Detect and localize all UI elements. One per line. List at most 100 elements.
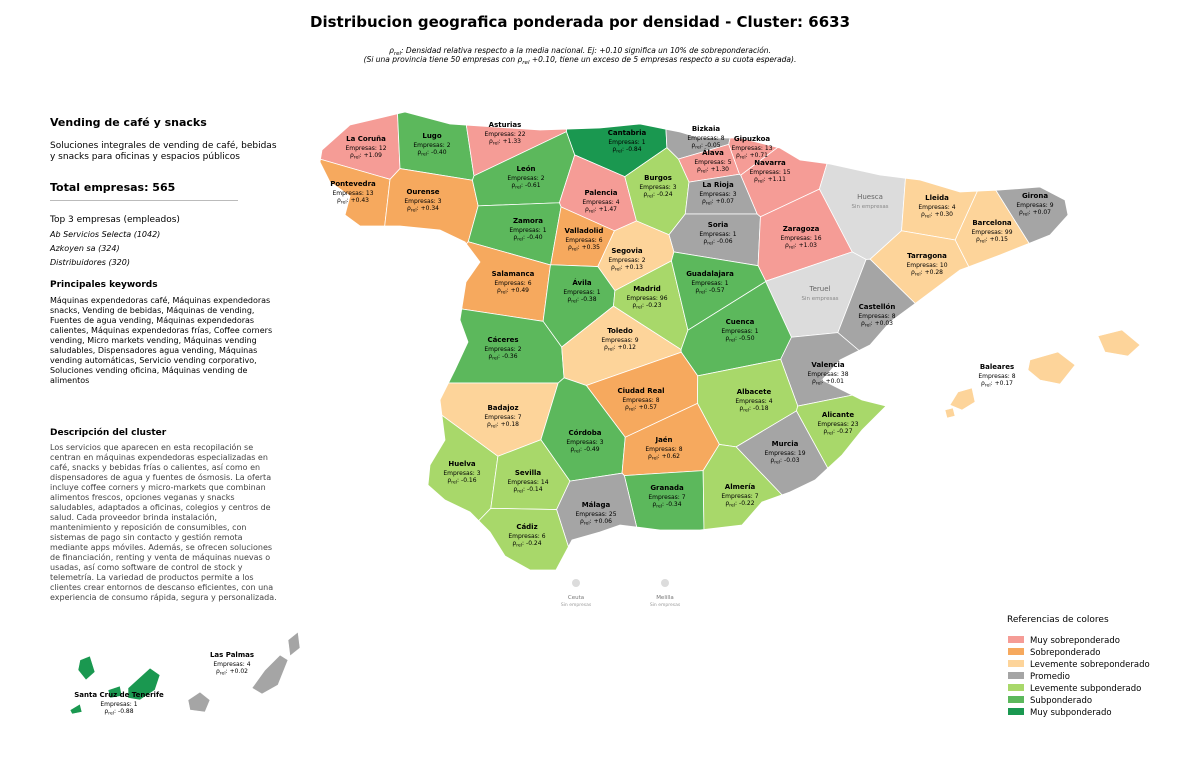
rho-after: : xyxy=(498,353,500,360)
province xyxy=(187,691,211,713)
count-label: Empresas: xyxy=(735,398,766,405)
province-name: La Coruña xyxy=(346,135,386,143)
rho-value: -0.24 xyxy=(526,540,542,547)
province-name: Valladolid xyxy=(565,227,604,235)
rho-value: -0.06 xyxy=(717,238,733,245)
province-count: Empresas: 25 xyxy=(575,511,616,518)
rho-value: +0.62 xyxy=(662,453,681,460)
province-rho: ρrel: -0.16 xyxy=(447,477,476,486)
rho-value: -0.61 xyxy=(525,182,541,189)
province xyxy=(1097,329,1141,357)
province-name: Lleida xyxy=(925,194,949,202)
rho-after: : xyxy=(590,518,592,525)
rho-symbol: ρ xyxy=(632,302,636,309)
province-count: Empresas: 99 xyxy=(971,229,1012,236)
province-count: Empresas: 22 xyxy=(484,131,525,138)
rho-value: -0.03 xyxy=(784,457,800,464)
count-label: Empresas: xyxy=(565,237,596,244)
description: Los servicios que aparecen en esta recop… xyxy=(50,443,277,602)
city-name: Melilla xyxy=(656,595,674,601)
count-label: Empresas: xyxy=(721,328,752,335)
province-count: Empresas: 6 xyxy=(508,533,545,540)
note-part: +0.10, tiene un exceso de 5 empresas res… xyxy=(529,55,796,64)
province-name: Gipuzkoa xyxy=(734,135,770,143)
province-count: Empresas: 38 xyxy=(807,371,848,378)
count-label: Empresas: xyxy=(721,493,752,500)
province-rho: ρrel: -0.36 xyxy=(488,353,517,362)
province-rho: ρrel: -0.03 xyxy=(770,457,799,466)
rho-symbol: ρ xyxy=(512,540,516,547)
province-rho: ρrel: -0.57 xyxy=(695,287,724,296)
rho-after: : xyxy=(764,176,766,183)
province-name: Badajoz xyxy=(487,404,518,412)
rho-symbol: ρ xyxy=(216,668,220,675)
province-rho: ρrel: +1.47 xyxy=(585,206,617,215)
rho-symbol: ρ xyxy=(487,421,491,428)
count-value: 15 xyxy=(783,169,791,176)
rho-after: : xyxy=(658,453,660,460)
note: (Si una provincia tiene 50 empresas con … xyxy=(364,55,797,66)
province-rho: ρrel: +0.07 xyxy=(702,198,734,207)
province-name: Albacete xyxy=(737,388,772,396)
rho-value: +0.43 xyxy=(351,197,370,204)
count-value: 38 xyxy=(841,371,849,378)
province-rho: ρrel: +0.06 xyxy=(580,518,612,527)
rho-value: +0.02 xyxy=(230,668,249,675)
province-name: Tarragona xyxy=(907,252,947,260)
province-name: Ávila xyxy=(572,278,592,287)
province-count: Empresas: 4 xyxy=(735,398,772,405)
rho-after: : xyxy=(427,149,429,156)
province-name: Cáceres xyxy=(487,336,518,344)
rho-sub: rel xyxy=(493,141,499,147)
rho-sub: rel xyxy=(865,323,871,329)
rho-value: -0.88 xyxy=(118,708,134,715)
province-count: Empresas: 4 xyxy=(213,661,250,668)
rho-symbol: ρ xyxy=(625,404,629,411)
rho-after: : xyxy=(713,238,715,245)
note-part: ρ xyxy=(518,55,523,64)
province-rho: ρrel: +1.11 xyxy=(754,176,786,185)
rho-symbol: ρ xyxy=(812,378,816,385)
rho-sub: rel xyxy=(729,503,735,509)
province-count: Empresas: 15 xyxy=(749,169,790,176)
rho-sub: rel xyxy=(421,152,427,158)
rho-value: +0.28 xyxy=(925,269,944,276)
rho-value: -0.23 xyxy=(646,302,662,309)
rho-sub: rel xyxy=(615,267,621,273)
province xyxy=(1027,351,1076,385)
rho-symbol: ρ xyxy=(725,500,729,507)
count-label: Empresas: xyxy=(780,235,811,242)
rho-sub: rel xyxy=(411,208,417,214)
rho-sub: rel xyxy=(789,245,795,251)
province-name: Huesca xyxy=(857,193,883,201)
province-count: Empresas: 6 xyxy=(565,237,602,244)
count-label: Empresas: xyxy=(694,159,725,166)
legend-swatch xyxy=(1008,708,1024,715)
rho-sub: rel xyxy=(492,356,498,362)
rho-after: : xyxy=(635,404,637,411)
province-name: La Rioja xyxy=(702,181,734,189)
rho-symbol: ρ xyxy=(981,380,985,387)
rho-sub: rel xyxy=(636,305,642,311)
province-name: Málaga xyxy=(582,501,611,509)
rho-sub: rel xyxy=(706,201,712,207)
province-name: Ourense xyxy=(406,188,439,196)
rho-sub: rel xyxy=(1023,212,1029,218)
rho-sub: rel xyxy=(616,149,622,155)
rho-after: : xyxy=(642,302,644,309)
count-value: 2 xyxy=(541,175,545,182)
province-name: Salamanca xyxy=(492,270,535,278)
rho-value: +0.07 xyxy=(1033,209,1052,216)
rho-sub: rel xyxy=(915,272,921,278)
rho-symbol: ρ xyxy=(643,191,647,198)
rho-value: -0.50 xyxy=(739,335,755,342)
province-rho: ρrel: -0.40 xyxy=(513,234,542,243)
rho-sub: rel xyxy=(517,489,523,495)
province-rho: ρrel: -0.38 xyxy=(567,296,596,305)
rho-sub: rel xyxy=(515,185,521,191)
count-label: Empresas: xyxy=(731,145,762,152)
count-value: 14 xyxy=(541,479,549,486)
rho-symbol: ρ xyxy=(785,242,789,249)
